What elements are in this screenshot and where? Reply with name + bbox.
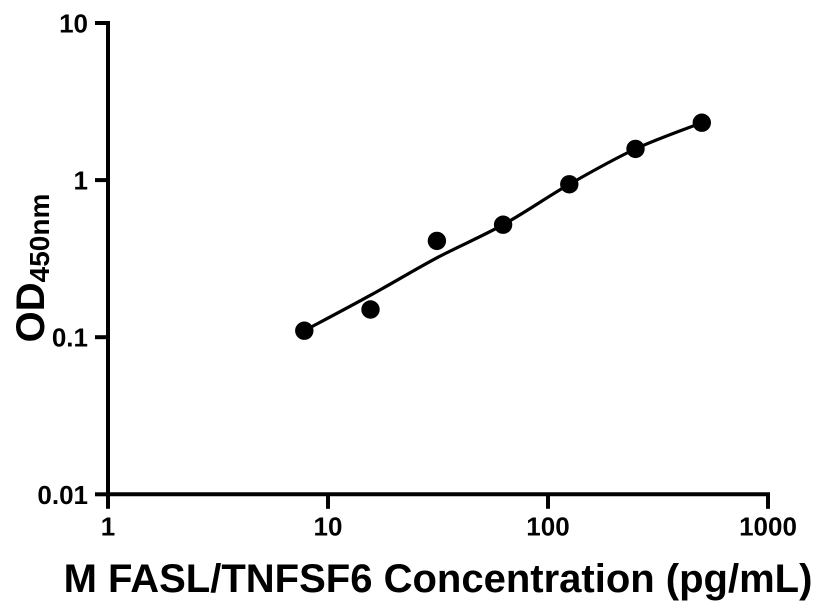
- y-tick-label: 0.01: [37, 480, 88, 510]
- x-tick-label: 100: [526, 511, 569, 541]
- data-point: [427, 231, 447, 251]
- y-tick-label: 10: [59, 9, 88, 39]
- x-axis-title: M FASL/TNFSF6 Concentration (pg/mL): [63, 557, 813, 601]
- data-point: [493, 215, 513, 234]
- data-point: [692, 113, 711, 132]
- x-tick-label: 10: [314, 511, 343, 541]
- data-point: [361, 300, 380, 319]
- y-tick-label: 1: [74, 166, 88, 196]
- y-tick-label: 0.1: [52, 323, 88, 353]
- data-point: [560, 175, 579, 194]
- x-tick-label: 1000: [739, 511, 797, 541]
- data-point: [626, 139, 645, 159]
- x-tick-label: 1: [101, 511, 115, 541]
- y-axis-title-sub: 450nm: [23, 193, 55, 283]
- y-axis-title-main: OD: [8, 282, 53, 343]
- data-point: [295, 321, 314, 340]
